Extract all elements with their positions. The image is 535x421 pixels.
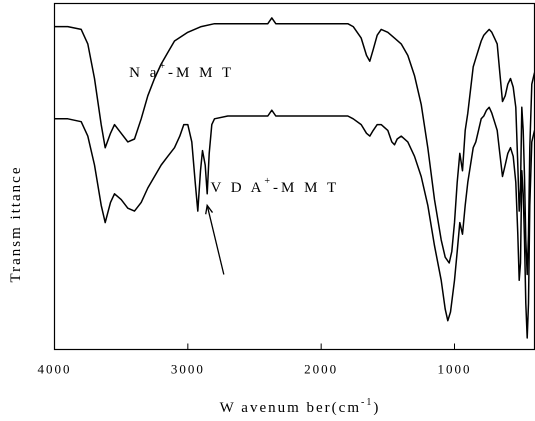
- arrow-shaft: [206, 205, 225, 275]
- annotations: [205, 203, 225, 275]
- x-axis-title-close: ): [373, 400, 380, 416]
- series-label-sup: +: [159, 61, 168, 72]
- x-axis-title: W avenum ber(cm-1): [220, 397, 381, 416]
- plot-frame: [53, 2, 535, 351]
- arrow-head: [205, 203, 214, 215]
- axis-ticks: 4000 3000 2000 1000: [38, 343, 472, 377]
- x-tick-label: 3000: [171, 362, 205, 377]
- spectra-series: [54, 17, 535, 339]
- series-label-2: V D A+-M M T: [211, 176, 340, 196]
- y-axis-title: Transm ittance: [8, 165, 24, 282]
- spectrum-line-2: [54, 106, 535, 339]
- x-tick-label: 2000: [304, 362, 338, 377]
- x-tick-label: 1000: [438, 362, 472, 377]
- series-labels: N a+-M M TV D A+-M M T: [129, 61, 340, 196]
- x-tick-label: 4000: [38, 362, 72, 377]
- series-label-base: V D A: [211, 180, 265, 196]
- series-label-sup: +: [264, 176, 273, 187]
- series-label-base: N a: [129, 65, 159, 81]
- x-axis-title-main: W avenum ber(cm: [220, 400, 361, 416]
- series-label-1: N a+-M M T: [129, 61, 234, 81]
- x-axis-title-sup: -1: [361, 397, 373, 408]
- series-label-tail: -M M T: [168, 65, 234, 81]
- series-label-tail: -M M T: [273, 180, 339, 196]
- spectrum-line-1: [54, 17, 535, 276]
